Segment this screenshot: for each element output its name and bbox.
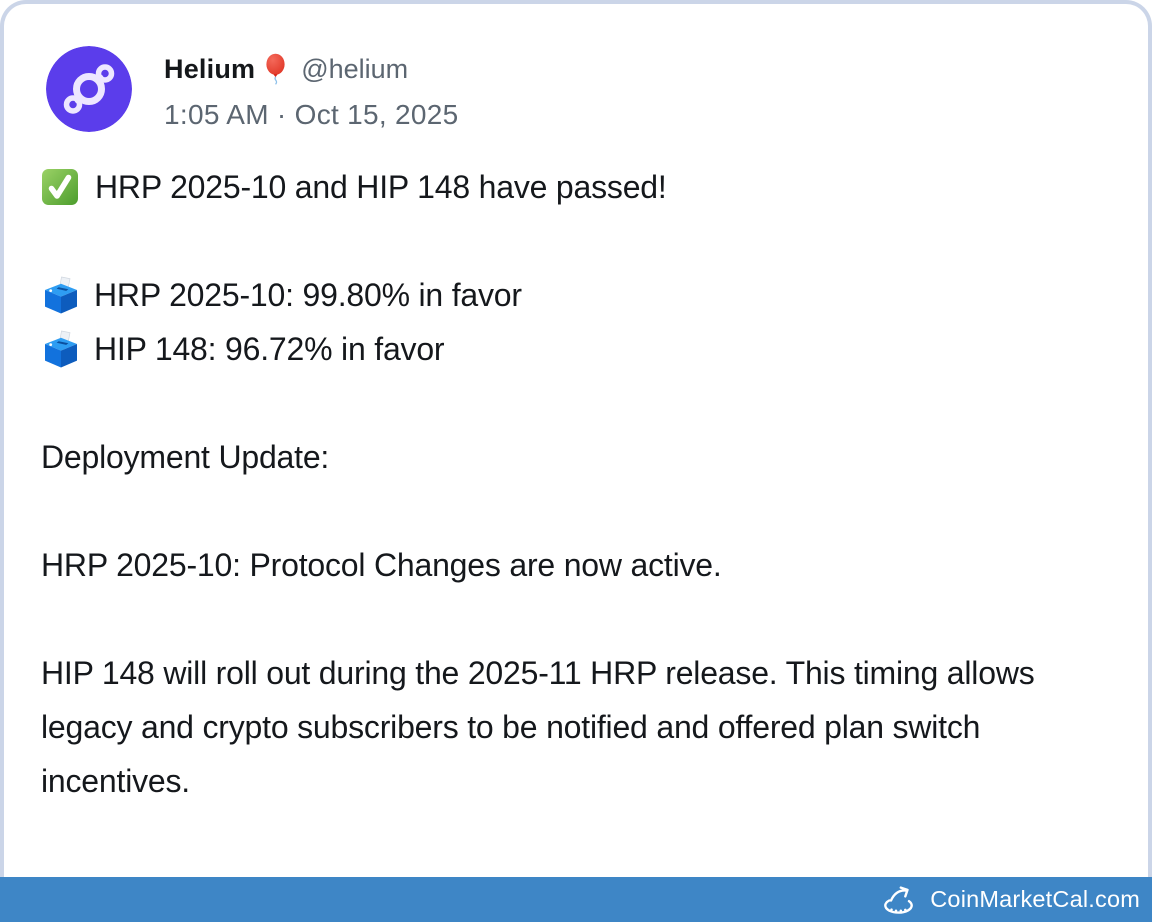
vote-results: HRP 2025-10: 99.80% in favor HIP 148: 96… (41, 268, 1110, 376)
closing-paragraph: HIP 148 will roll out during the 2025-11… (41, 655, 1035, 799)
deployment-heading: Deployment Update: (41, 439, 330, 475)
footer-brand-link[interactable]: CoinMarketCal.com (930, 886, 1140, 912)
ballot-box-icon (41, 330, 81, 369)
vote-line-hip-text: HIP 148: 96.72% in favor (94, 331, 445, 367)
post-line-passed: HRP 2025-10 and HIP 148 have passed! (41, 160, 1110, 214)
balloon-icon (264, 53, 287, 94)
avatar[interactable] (46, 46, 132, 132)
author-block: Helium @helium 1:05 AM · Oct 15, 2025 (164, 48, 459, 131)
timestamp: 1:05 AM · Oct 15, 2025 (164, 99, 459, 130)
coinmarketcal-logo-icon (881, 884, 921, 917)
vote-line-hrp-text: HRP 2025-10: 99.80% in favor (94, 277, 522, 313)
ballot-box-icon (41, 276, 81, 315)
deployment-status: HRP 2025-10: Protocol Changes are now ac… (41, 547, 722, 583)
vote-line-hip: HIP 148: 96.72% in favor (41, 322, 1110, 376)
post-body: HRP 2025-10 and HIP 148 have passed! HRP… (41, 160, 1110, 862)
author-name[interactable]: Helium (164, 53, 256, 84)
check-mark-button-icon (41, 168, 79, 206)
post-line-passed-text: HRP 2025-10 and HIP 148 have passed! (95, 169, 667, 205)
helium-logo-icon (46, 46, 132, 132)
footer-bar: CoinMarketCal.com (0, 877, 1152, 922)
author-handle[interactable]: @helium (301, 53, 409, 84)
vote-line-hrp: HRP 2025-10: 99.80% in favor (41, 268, 1110, 322)
